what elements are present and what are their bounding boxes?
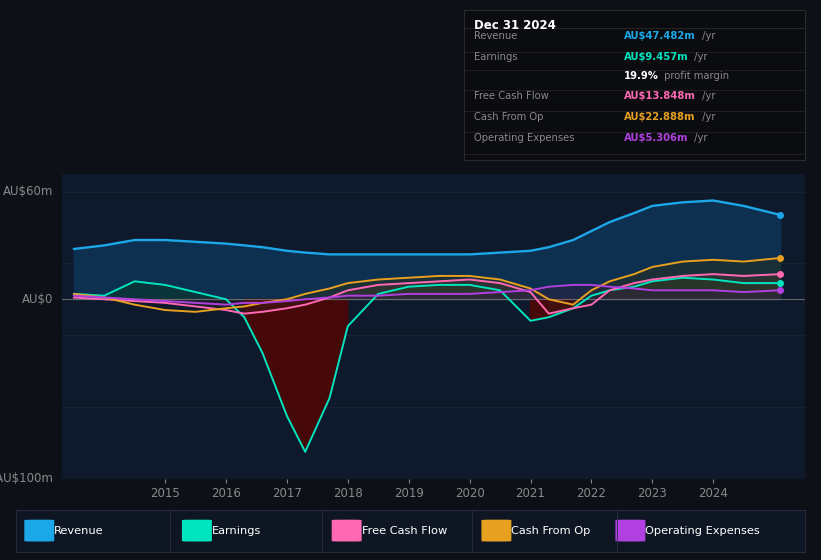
Text: AU$5.306m: AU$5.306m <box>624 133 689 143</box>
Text: Cash From Op: Cash From Op <box>511 526 591 535</box>
Text: Earnings: Earnings <box>212 526 261 535</box>
Text: AU$60m: AU$60m <box>3 185 53 198</box>
FancyBboxPatch shape <box>25 520 54 542</box>
Text: AU$0: AU$0 <box>22 293 53 306</box>
Text: /yr: /yr <box>699 91 715 101</box>
FancyBboxPatch shape <box>481 520 511 542</box>
Text: 19.9%: 19.9% <box>624 71 659 81</box>
Text: Dec 31 2024: Dec 31 2024 <box>474 19 556 32</box>
FancyBboxPatch shape <box>332 520 361 542</box>
Text: profit margin: profit margin <box>662 71 730 81</box>
Text: Revenue: Revenue <box>474 31 517 41</box>
Text: Cash From Op: Cash From Op <box>474 112 544 122</box>
Text: AU$9.457m: AU$9.457m <box>624 52 689 62</box>
Text: Free Cash Flow: Free Cash Flow <box>474 91 548 101</box>
Text: /yr: /yr <box>699 31 715 41</box>
Text: /yr: /yr <box>699 112 715 122</box>
Text: -AU$100m: -AU$100m <box>0 472 53 486</box>
Text: AU$13.848m: AU$13.848m <box>624 91 696 101</box>
Text: AU$47.482m: AU$47.482m <box>624 31 695 41</box>
Text: /yr: /yr <box>691 133 708 143</box>
Text: Free Cash Flow: Free Cash Flow <box>361 526 447 535</box>
FancyBboxPatch shape <box>616 520 645 542</box>
FancyBboxPatch shape <box>182 520 212 542</box>
Text: Earnings: Earnings <box>474 52 518 62</box>
Text: AU$22.888m: AU$22.888m <box>624 112 695 122</box>
Text: /yr: /yr <box>691 52 708 62</box>
Text: Operating Expenses: Operating Expenses <box>474 133 575 143</box>
Text: Operating Expenses: Operating Expenses <box>645 526 760 535</box>
Text: Revenue: Revenue <box>54 526 104 535</box>
